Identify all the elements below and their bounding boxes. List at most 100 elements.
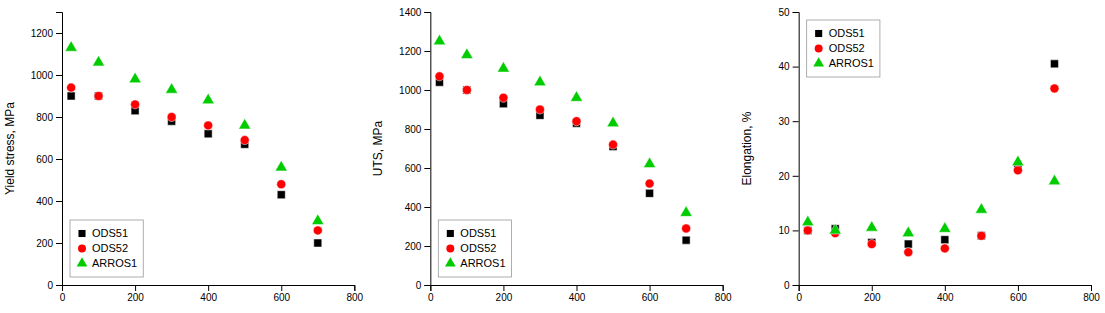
- tick-mark: [793, 285, 799, 286]
- point: [67, 92, 75, 100]
- legend-frame: [70, 220, 143, 277]
- legend-label: ODS51: [829, 27, 865, 39]
- tick-label: 400: [405, 202, 422, 213]
- point: [202, 93, 214, 104]
- axis-line: [799, 286, 1091, 292]
- point: [804, 226, 812, 234]
- tick-label: 0: [47, 280, 53, 291]
- legend-frame: [438, 220, 511, 277]
- point: [129, 72, 141, 83]
- point: [95, 92, 103, 100]
- figure: 0200400600800020040060080010001200Yield …: [0, 0, 1105, 313]
- point: [1012, 155, 1024, 166]
- point: [499, 93, 508, 102]
- point: [940, 244, 949, 253]
- point: [1048, 174, 1060, 185]
- point: [204, 121, 213, 130]
- tick-label: 400: [937, 292, 954, 303]
- point: [646, 189, 654, 197]
- legend-symbol: [77, 257, 88, 266]
- tick-label: 0: [428, 292, 434, 303]
- tick: 400: [405, 202, 431, 213]
- point: [904, 240, 912, 248]
- axis-line: [793, 13, 800, 286]
- tick: 800: [346, 285, 363, 303]
- tick-label: 1200: [399, 46, 422, 57]
- x-axis: 0200400600800: [428, 285, 732, 303]
- tick: 600: [273, 285, 290, 303]
- tick-mark: [723, 285, 724, 291]
- point: [462, 85, 471, 94]
- tick: 800: [36, 112, 62, 123]
- tick: 600: [405, 163, 431, 174]
- point: [67, 83, 76, 92]
- point: [607, 116, 619, 127]
- tick-mark: [577, 285, 578, 291]
- tick-mark: [56, 159, 62, 160]
- tick: 1400: [399, 7, 430, 18]
- legend-frame: [807, 20, 880, 77]
- tick-label: 600: [1010, 292, 1027, 303]
- panel: 020040060080001020304050Elongation, %ODS…: [740, 7, 1101, 303]
- legend-label: ODS52: [460, 242, 496, 254]
- tick: 200: [864, 285, 881, 303]
- point: [682, 224, 691, 233]
- tick-mark: [135, 285, 136, 291]
- tick: 50: [779, 7, 799, 18]
- tick-label: 400: [36, 196, 53, 207]
- tick-label: 200: [496, 292, 513, 303]
- tick: 40: [779, 61, 799, 72]
- tick-label: 600: [273, 292, 290, 303]
- tick-label: 200: [864, 292, 881, 303]
- tick-mark: [650, 285, 651, 291]
- plot-area: [433, 34, 692, 244]
- tick: 400: [569, 285, 586, 303]
- point: [433, 34, 445, 45]
- legend-symbol: [447, 230, 454, 237]
- axis-line: [56, 13, 63, 286]
- legend-label: ODS51: [92, 227, 128, 239]
- series: [803, 84, 1059, 257]
- tick-label: 1000: [399, 85, 422, 96]
- tick: 800: [405, 124, 431, 135]
- tick-mark: [424, 168, 430, 169]
- point: [939, 222, 951, 233]
- x-axis: 0 200 400 600 800: [796, 285, 1100, 303]
- point: [645, 179, 654, 188]
- legend-label: ODS51: [460, 227, 496, 239]
- tick-label: 400: [569, 292, 586, 303]
- tick: 600: [1010, 285, 1027, 303]
- legend-symbol: [445, 257, 456, 266]
- tick-label: 800: [1083, 292, 1100, 303]
- point: [1050, 84, 1059, 93]
- tick-label: 600: [36, 154, 53, 165]
- tick-mark: [503, 285, 504, 291]
- tick-label: 0: [784, 280, 790, 291]
- point: [275, 160, 287, 171]
- tick-mark: [424, 129, 430, 130]
- tick-mark: [1091, 285, 1092, 291]
- point: [975, 203, 987, 214]
- point: [463, 86, 471, 94]
- legend-item: ODS51: [78, 227, 128, 239]
- point: [167, 112, 176, 121]
- tick-mark: [424, 246, 430, 247]
- point: [535, 105, 544, 114]
- tick-mark: [793, 121, 799, 122]
- legend-item: ODS52: [815, 42, 865, 54]
- point: [277, 180, 286, 189]
- plot-area: [65, 41, 324, 247]
- point: [277, 191, 285, 199]
- tick: 600: [642, 285, 659, 303]
- axis-line: [63, 286, 355, 292]
- legend-item: ODS51: [815, 27, 865, 39]
- legend-item: ARROS1: [445, 257, 506, 269]
- legend-symbol: [815, 30, 822, 37]
- chart-container: 0200400600800020040060080010001200Yield …: [0, 0, 1105, 313]
- tick-mark: [56, 75, 62, 76]
- tick-label: 1000: [31, 70, 54, 81]
- tick: 400: [200, 285, 217, 303]
- legend: ODS51 ODS52 ARROS1: [438, 220, 511, 277]
- tick-label: 0: [796, 292, 802, 303]
- point: [497, 62, 509, 73]
